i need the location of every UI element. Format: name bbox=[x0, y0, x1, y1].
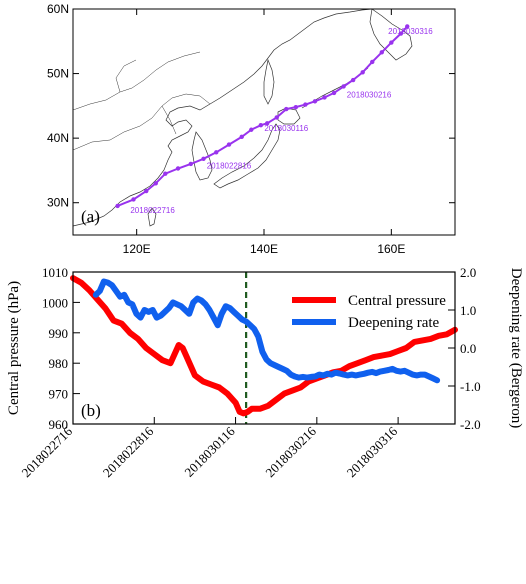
map-y-tick-label: 50N bbox=[47, 67, 69, 81]
coastline-sakhalin bbox=[263, 58, 275, 105]
line-panel: 960 970 980 990 1000 1010 -2.0 -1.0 0.0 1.0 2.0 201… bbox=[6, 265, 524, 480]
coastline-mainland bbox=[72, 8, 373, 227]
track-point bbox=[389, 40, 394, 45]
track-point bbox=[264, 121, 270, 126]
track-point bbox=[214, 150, 219, 155]
x-tick-label: 2018030116 bbox=[181, 423, 238, 480]
track-point bbox=[405, 24, 410, 29]
y2-tick-label: 1.0 bbox=[460, 303, 476, 318]
y2-tick-label: 2.0 bbox=[460, 265, 476, 280]
y-tick-label: 990 bbox=[49, 326, 69, 341]
legend-label-pressure: Central pressure bbox=[348, 293, 446, 309]
border-lines bbox=[72, 51, 211, 151]
map-y-tick-label: 40N bbox=[47, 131, 69, 145]
track-point bbox=[239, 134, 244, 140]
panel-a-label: (a) bbox=[81, 207, 100, 226]
track-annotation: 2018030216 bbox=[347, 90, 392, 99]
track-point bbox=[144, 188, 149, 194]
track-point bbox=[226, 142, 232, 147]
y-tick-label: 980 bbox=[49, 356, 69, 371]
plot-area bbox=[70, 272, 458, 424]
coastline-korea bbox=[191, 131, 213, 181]
track-point bbox=[131, 197, 136, 202]
y2-tick-label: -2.0 bbox=[460, 417, 481, 432]
track-point bbox=[258, 123, 264, 128]
track-point bbox=[274, 115, 279, 120]
track-point bbox=[284, 106, 289, 112]
track-point bbox=[331, 90, 337, 96]
series-line-central-pressure bbox=[70, 275, 458, 417]
map-x-tick-label: 120E bbox=[123, 242, 151, 256]
legend: Central pressure Deepening rate bbox=[292, 293, 446, 331]
x-tick-label: 2018030316 bbox=[344, 423, 401, 480]
track-point bbox=[163, 171, 168, 176]
storm-track bbox=[115, 24, 410, 209]
y2-tick-label: -1.0 bbox=[460, 379, 481, 394]
map-x-tick-label: 160E bbox=[377, 242, 405, 256]
track-point bbox=[201, 156, 206, 162]
x-tick-label: 2018030216 bbox=[262, 423, 319, 480]
series-line-deepening-rate bbox=[92, 278, 441, 384]
track-point bbox=[350, 77, 356, 83]
y-tick-label: 960 bbox=[49, 417, 69, 432]
track-point bbox=[249, 127, 254, 132]
track-point bbox=[188, 161, 193, 167]
y-tick-label: 970 bbox=[49, 387, 69, 402]
coastline-kamchatka bbox=[369, 8, 413, 61]
map-y-tick-label: 60N bbox=[47, 2, 69, 16]
track-annotations: 2018022716 2018022816 2018030116 2018030216… bbox=[130, 27, 433, 215]
coastline-taiwan bbox=[147, 207, 157, 227]
track-point bbox=[360, 70, 365, 75]
legend-label-deepening: Deepening rate bbox=[348, 315, 440, 331]
y-tick-label: 1010 bbox=[42, 265, 68, 280]
x-tick-label: 2018022716 bbox=[19, 423, 76, 480]
track-point bbox=[370, 59, 375, 65]
y-axis-label: Central pressure (hPa) bbox=[6, 281, 22, 415]
track-point bbox=[175, 166, 181, 171]
track-annotation: 2018030316 bbox=[388, 27, 433, 36]
track-annotation: 2018022716 bbox=[130, 206, 175, 215]
track-point bbox=[153, 181, 158, 186]
track-point bbox=[322, 95, 327, 100]
track-annotation: 2018022816 bbox=[207, 161, 252, 170]
x-tick-label: 2018022816 bbox=[100, 423, 157, 480]
map-axis-ticks: 120E 140E 160E 30N 40N 50N 60N bbox=[47, 2, 455, 256]
track-point bbox=[379, 50, 384, 55]
track-point bbox=[115, 203, 120, 209]
y-tick-label: 1000 bbox=[42, 295, 68, 310]
map-x-tick-label: 140E bbox=[250, 242, 278, 256]
track-point bbox=[303, 102, 308, 107]
track-point bbox=[312, 99, 318, 104]
coastline-japan bbox=[213, 123, 281, 189]
track-point bbox=[293, 104, 299, 110]
panel-b-label: (b) bbox=[81, 401, 101, 420]
y2-tick-label: 0.0 bbox=[460, 341, 476, 356]
map-y-tick-label: 30N bbox=[47, 196, 69, 210]
track-point bbox=[341, 84, 346, 89]
track-point bbox=[398, 31, 404, 36]
track-annotation: 2018030116 bbox=[264, 124, 308, 133]
y2-axis-label: Deepening rate (Bergeron) bbox=[508, 268, 524, 428]
